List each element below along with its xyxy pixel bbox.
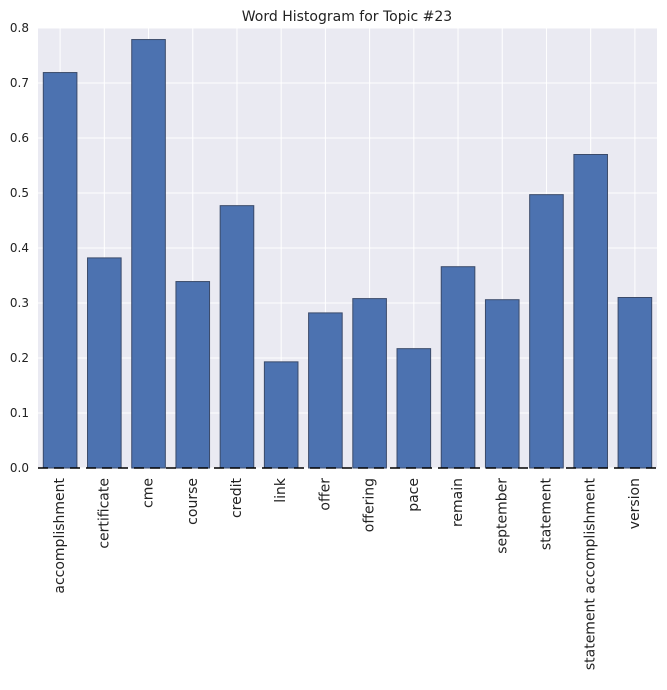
x-tick-label: link <box>273 477 289 503</box>
bars <box>42 39 653 469</box>
x-tick-label: pace <box>406 478 422 512</box>
x-tick-label: cme <box>141 478 157 508</box>
bar-remain <box>440 266 476 469</box>
x-tick-label: accomplishment <box>52 477 68 593</box>
y-tick-label: 0.3 <box>10 296 29 310</box>
bar-accomplishment <box>42 72 78 469</box>
bar-offer <box>308 312 343 469</box>
bar-link <box>263 361 299 469</box>
y-tick-label: 0.4 <box>10 241 29 255</box>
bar-offering <box>352 298 387 469</box>
x-tick-label: remain <box>450 478 466 527</box>
y-tick-label: 0.8 <box>10 21 29 35</box>
y-tick-label: 0.5 <box>10 186 29 200</box>
y-tick-label: 0.7 <box>10 76 29 90</box>
bar-september <box>484 299 520 469</box>
chart-title: Word Histogram for Topic #23 <box>242 9 452 25</box>
bar-version <box>617 297 653 469</box>
x-tick-label: offering <box>362 478 378 532</box>
bar-course <box>175 281 211 469</box>
x-tick-label: offer <box>317 478 333 511</box>
x-tick-label: credit <box>229 477 245 518</box>
bar-statement <box>529 194 564 469</box>
y-axis-ticks: 0.0 0.1 0.2 0.3 0.4 0.5 0.6 0.7 0.8 <box>10 21 29 475</box>
bar-statement-accomplishment <box>573 154 608 469</box>
y-tick-label: 0.6 <box>10 131 29 145</box>
y-tick-label: 0.2 <box>10 351 29 365</box>
x-tick-label: version <box>627 478 643 529</box>
bar-cme <box>131 39 166 469</box>
x-tick-label: certificate <box>96 478 112 549</box>
y-tick-label: 0.1 <box>10 406 29 420</box>
x-axis-ticks: accomplishment certificate cme course credit… <box>52 477 643 670</box>
bar-pace <box>396 348 432 469</box>
x-tick-label: course <box>185 478 201 525</box>
y-tick-label: 0.0 <box>10 461 29 475</box>
bar-credit <box>219 205 255 469</box>
x-tick-label: statement <box>538 477 554 550</box>
x-tick-label: september <box>494 478 510 554</box>
bar-certificate <box>87 257 122 469</box>
x-tick-label: statement accomplishment <box>583 477 599 670</box>
